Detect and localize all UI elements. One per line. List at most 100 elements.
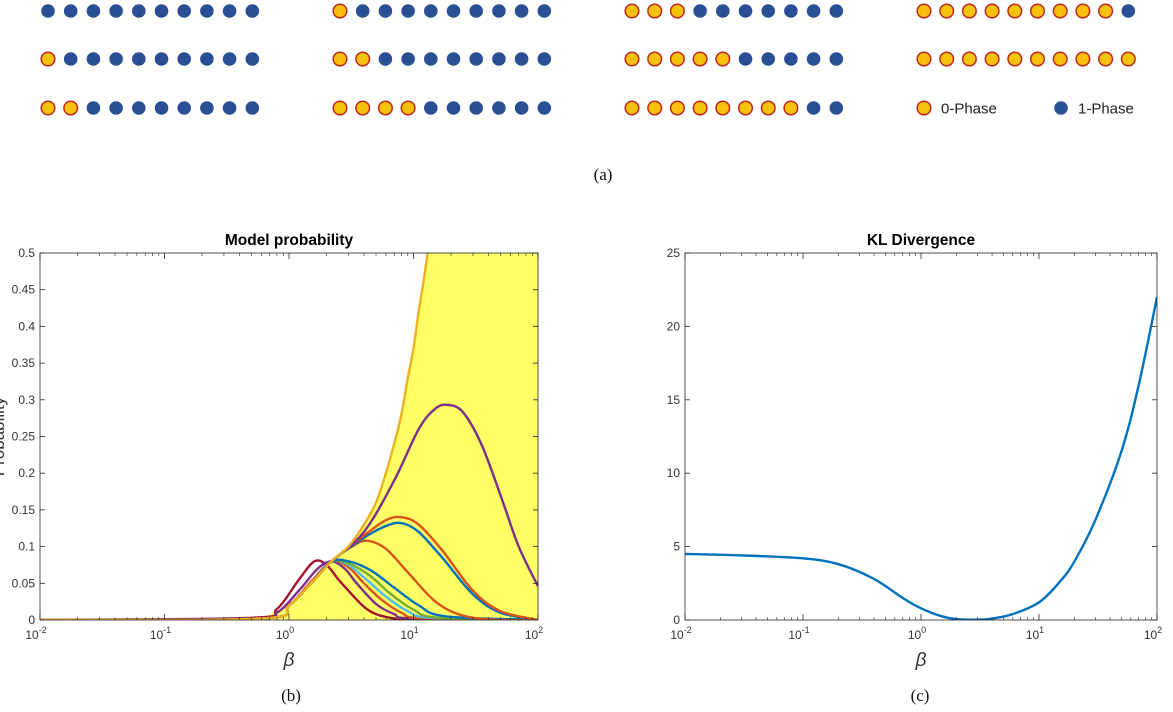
x-tick-label: 101 — [1026, 625, 1044, 642]
phase-configuration — [41, 4, 260, 18]
one-phase-dot — [222, 101, 237, 115]
one-phase-dot — [355, 4, 370, 18]
one-phase-dot — [109, 4, 123, 18]
zero-phase-dot — [692, 100, 708, 116]
one-phase-dot — [469, 4, 484, 18]
one-phase-dot — [41, 4, 55, 18]
one-phase-dot — [177, 4, 191, 18]
legend-zero-phase-label: 0-Phase — [941, 101, 997, 118]
one-phase-dot — [401, 52, 415, 66]
y-tick-label: 0.25 — [12, 430, 36, 444]
one-phase-dot — [514, 101, 529, 115]
one-phase-dot — [761, 52, 775, 66]
zero-phase-dot — [40, 100, 56, 116]
one-phase-dot — [154, 52, 169, 66]
x-axis-label: β — [915, 650, 927, 671]
x-tick-label: 100 — [908, 625, 926, 642]
y-tick-label: 10 — [667, 466, 681, 480]
one-phase-dot — [200, 101, 214, 115]
phase-configuration — [916, 3, 1136, 19]
zero-phase-dot — [1075, 51, 1091, 67]
zero-phase-dot — [1052, 3, 1068, 19]
y-tick-label: 0.45 — [12, 283, 36, 297]
zero-phase-dot — [984, 51, 1000, 67]
one-phase-dot — [424, 52, 438, 66]
caption-a: (a) — [593, 165, 613, 184]
phase-configuration — [624, 3, 844, 19]
one-phase-dot — [86, 101, 101, 115]
one-phase-dot — [401, 4, 415, 18]
caption-c: (c) — [910, 686, 930, 705]
one-phase-dot — [492, 4, 506, 18]
zero-phase-dot — [400, 100, 416, 116]
caption-b: (b) — [281, 686, 301, 705]
phase-configuration — [624, 51, 844, 67]
phase-configuration — [624, 100, 844, 116]
x-tick-label: 10-1 — [150, 625, 171, 642]
one-phase-dot — [469, 101, 484, 115]
zero-phase-dot — [355, 100, 371, 116]
one-phase-dot — [806, 52, 821, 66]
zero-phase-dot — [760, 100, 776, 116]
chart-title: KL Divergence — [867, 232, 976, 249]
zero-phase-dot — [715, 100, 731, 116]
one-phase-dot — [514, 4, 529, 18]
y-tick-label: 0.35 — [12, 356, 36, 370]
one-phase-dot — [806, 4, 821, 18]
one-phase-dot — [784, 4, 798, 18]
zero-phase-dot — [737, 100, 754, 116]
one-phase-dot — [245, 101, 260, 115]
one-phase-dot — [446, 101, 461, 115]
one-phase-dot — [154, 4, 169, 18]
zero-phase-dot — [647, 3, 663, 19]
zero-phase-dot — [377, 100, 393, 116]
phase-legend: 0-Phase 1-Phase — [916, 100, 1134, 118]
phase-configuration — [916, 51, 1136, 67]
y-tick-label: 0.2 — [18, 466, 35, 480]
x-axis: 10-2 10-1 100 101 102 — [25, 253, 543, 642]
x-axis: 10-2 10-1 100 101 102 — [670, 253, 1162, 642]
one-phase-dot — [177, 101, 191, 115]
x-tick-label: 10-2 — [25, 625, 46, 642]
one-phase-dot — [132, 4, 146, 18]
zero-phase-dot — [63, 100, 79, 116]
one-phase-dot — [424, 101, 438, 115]
one-phase-dot — [537, 101, 552, 115]
zero-phase-dot — [916, 51, 932, 67]
zero-phase-dot — [40, 51, 56, 67]
zero-phase-dot — [332, 3, 348, 19]
phase-configuration — [332, 100, 552, 116]
phase-configuration — [40, 51, 260, 67]
x-tick-label: 102 — [525, 625, 543, 642]
x-tick-label: 100 — [276, 625, 294, 642]
legend-one-phase-label: 1-Phase — [1078, 101, 1134, 118]
one-phase-dot — [829, 101, 844, 115]
zero-phase-dot — [984, 3, 1000, 19]
zero-phase-dot — [1007, 51, 1023, 67]
one-phase-dot — [86, 4, 101, 18]
y-axis: 0 5 10 15 20 25 — [667, 246, 1157, 627]
x-axis-label: β — [283, 650, 295, 671]
y-tick-label: 0.1 — [18, 540, 35, 554]
zero-phase-dot — [1052, 51, 1068, 67]
zero-phase-dot — [647, 100, 663, 116]
y-tick-label: 0.3 — [18, 393, 35, 407]
zero-phase-dot — [692, 51, 708, 67]
y-tick-label: 0.4 — [18, 319, 35, 333]
y-axis: 0 0.05 0.1 0.15 0.2 0.25 0.3 0.35 0.4 0.45 0.5 — [12, 246, 538, 627]
zero-phase-dot — [332, 100, 348, 116]
y-tick-label: 0.5 — [18, 246, 35, 260]
zero-phase-dot — [1007, 3, 1023, 19]
one-phase-dot — [693, 4, 707, 18]
y-tick-label: 25 — [667, 246, 681, 260]
zero-phase-dot — [1098, 51, 1114, 67]
zero-phase-dot — [669, 51, 685, 67]
legend-zero-phase-marker — [916, 100, 932, 116]
one-phase-dot — [222, 52, 237, 66]
zero-phase-dot — [647, 51, 663, 67]
one-phase-dot — [132, 101, 146, 115]
series-lines — [685, 296, 1157, 620]
one-phase-dot — [829, 52, 844, 66]
series-lines — [40, 253, 538, 620]
one-phase-dot — [738, 52, 753, 66]
